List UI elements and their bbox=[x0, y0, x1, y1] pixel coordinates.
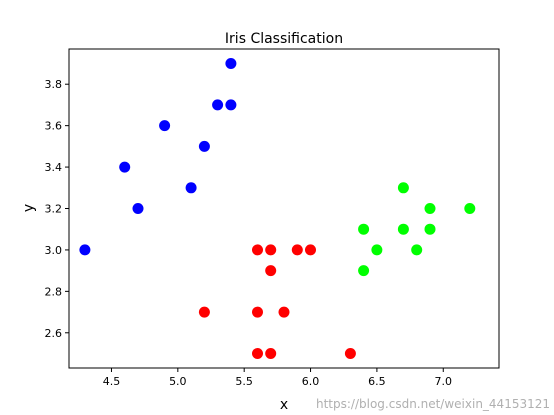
x-tick-label-3: 6.0 bbox=[302, 375, 320, 388]
y-tick-label-6: 3.8 bbox=[45, 78, 63, 91]
y-tick-label-1: 2.8 bbox=[45, 285, 63, 298]
scatter-point-s1-2 bbox=[252, 306, 263, 318]
y-tick-label-4: 3.4 bbox=[45, 161, 63, 174]
watermark-text: https://blog.csdn.net/weixin_44153121 bbox=[315, 397, 550, 411]
scatter-point-s1-1 bbox=[252, 244, 263, 256]
scatter-point-s2-1 bbox=[358, 265, 370, 277]
scatter-point-s1-3 bbox=[252, 348, 263, 359]
scatter-point-s1-9 bbox=[305, 244, 316, 256]
scatter-point-s0-6 bbox=[212, 99, 224, 111]
x-tick-label-5: 7.0 bbox=[435, 375, 453, 388]
y-tick-label-5: 3.6 bbox=[45, 120, 63, 133]
scatter-point-s2-3 bbox=[397, 182, 409, 194]
x-tick-label-2: 5.5 bbox=[235, 375, 253, 388]
y-tick-label-2: 3.0 bbox=[45, 244, 63, 257]
scatter-point-s2-8 bbox=[464, 203, 476, 214]
y-tick-label-3: 3.2 bbox=[45, 203, 63, 216]
scatter-point-s0-1 bbox=[119, 161, 131, 173]
scatter-point-s1-6 bbox=[265, 348, 277, 359]
scatter-point-s1-10 bbox=[344, 348, 356, 359]
x-axis-label: x bbox=[280, 397, 288, 413]
x-tick-label-0: 4.5 bbox=[103, 375, 121, 388]
scatter-point-s2-5 bbox=[411, 244, 423, 256]
y-axis-label: y bbox=[21, 204, 37, 212]
scatter-point-s2-4 bbox=[397, 223, 409, 235]
y-tick-label-0: 2.6 bbox=[45, 327, 63, 340]
chart-title: Iris Classification bbox=[225, 31, 343, 47]
scatter-point-s0-5 bbox=[198, 140, 210, 152]
scatter-point-s1-5 bbox=[265, 265, 277, 277]
axis-ticks: 4.5 5.0 5.5 6.0 6.5 7.0 2.6 2.8 3.0 3.2 3.4 3.6 3.8 bbox=[45, 78, 453, 388]
scatter-point-s0-3 bbox=[159, 120, 171, 132]
scatter-point-s2-0 bbox=[358, 223, 370, 235]
scatter-point-s0-0 bbox=[79, 244, 91, 256]
x-tick-label-1: 5.0 bbox=[169, 375, 187, 388]
scatter-point-s1-4 bbox=[265, 244, 277, 256]
scatter-point-s1-7 bbox=[278, 306, 290, 318]
plot-marks bbox=[79, 58, 476, 359]
scatter-point-s1-0 bbox=[198, 306, 210, 318]
scatter-point-s0-7 bbox=[225, 99, 237, 111]
scatter-point-s0-8 bbox=[225, 58, 237, 69]
x-tick-label-4: 6.5 bbox=[368, 375, 386, 388]
scatter-point-s0-2 bbox=[132, 203, 144, 214]
scatter-point-s0-4 bbox=[185, 182, 197, 194]
scatter-point-s1-8 bbox=[291, 244, 303, 256]
scatter-point-s2-2 bbox=[371, 244, 383, 256]
scatter-point-s2-6 bbox=[424, 203, 436, 214]
scatter-point-s2-7 bbox=[424, 223, 436, 235]
